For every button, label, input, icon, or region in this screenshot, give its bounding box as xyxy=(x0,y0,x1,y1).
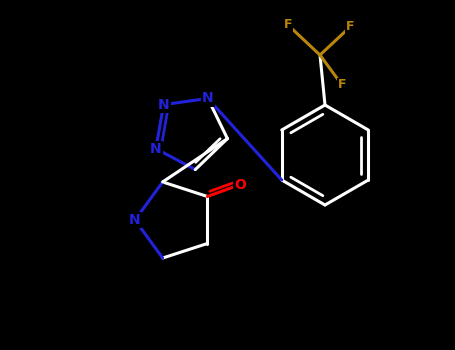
Text: N: N xyxy=(150,142,162,156)
Text: N: N xyxy=(202,91,214,105)
Text: F: F xyxy=(346,21,354,34)
Text: O: O xyxy=(234,177,246,191)
Text: N: N xyxy=(158,98,169,112)
Text: F: F xyxy=(284,19,292,32)
Text: F: F xyxy=(338,78,346,91)
Text: N: N xyxy=(129,213,141,227)
